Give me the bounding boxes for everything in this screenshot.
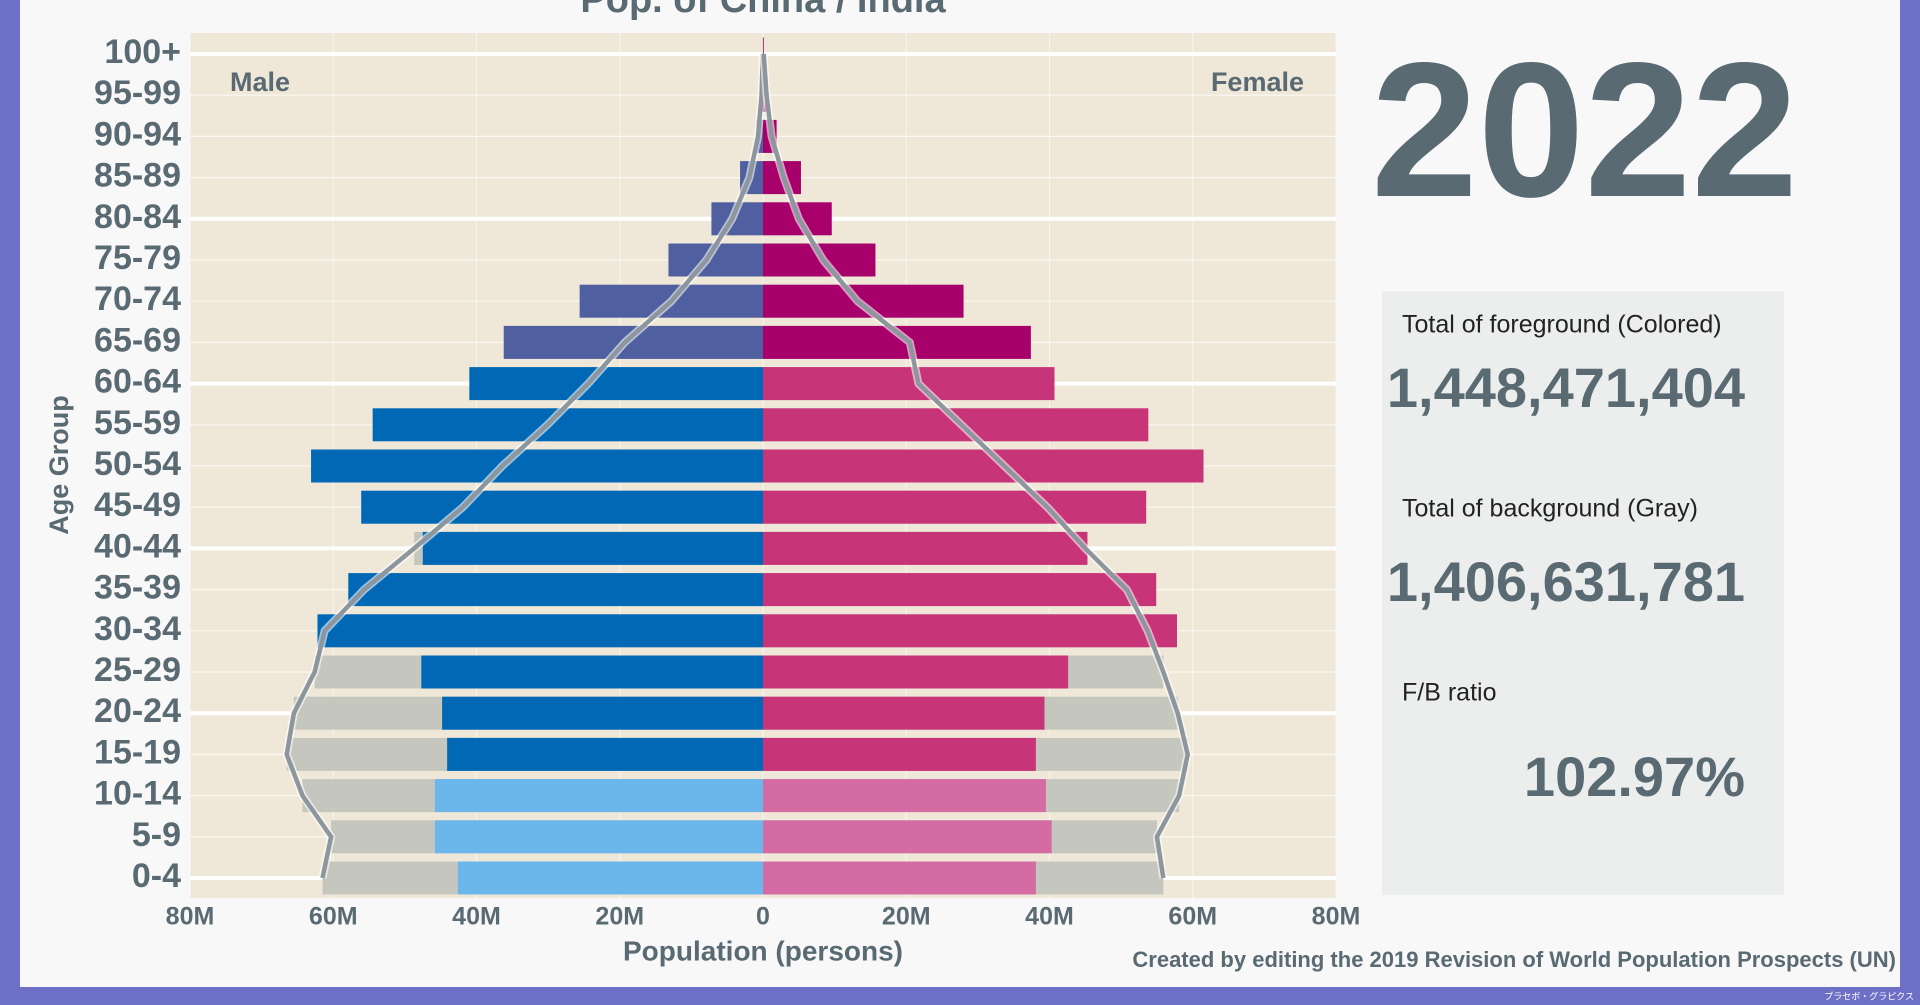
- y-tick-label: 5-9: [132, 816, 181, 854]
- chart-title: Pop. of China / India: [580, 0, 946, 21]
- bar: [763, 861, 1036, 895]
- bar: [442, 696, 763, 730]
- stat-value: 1,406,631,781: [1387, 550, 1745, 613]
- x-tick-label: 60M: [309, 903, 358, 931]
- bar: [763, 779, 1046, 813]
- x-axis-label: Population (persons): [623, 935, 903, 966]
- y-tick-label: 10-14: [94, 775, 181, 813]
- bar: [421, 655, 763, 689]
- y-tick-label: 35-39: [94, 569, 181, 607]
- bar: [361, 490, 763, 524]
- y-tick-label: 45-49: [94, 486, 181, 524]
- bar: [348, 573, 763, 607]
- stat-label: F/B ratio: [1402, 679, 1496, 707]
- stat-label: Total of background (Gray): [1402, 495, 1698, 523]
- bar: [763, 737, 1036, 771]
- y-tick-label: 90-94: [94, 115, 181, 153]
- left-label: Male: [230, 67, 290, 97]
- bar: [763, 696, 1045, 730]
- x-tick-label: 40M: [1025, 903, 1074, 931]
- bar: [763, 573, 1157, 607]
- bar: [763, 37, 764, 71]
- bar: [763, 820, 1052, 854]
- bar: [422, 531, 763, 565]
- y-tick-label: 65-69: [94, 321, 181, 359]
- bar: [311, 449, 763, 483]
- x-tick-label: 20M: [882, 903, 931, 931]
- bar: [447, 737, 763, 771]
- stats-panel: [1382, 291, 1784, 895]
- x-tick-label: 40M: [452, 903, 501, 931]
- y-tick-label: 75-79: [94, 239, 181, 277]
- stat-value: 1,448,471,404: [1387, 356, 1745, 419]
- y-tick-label: 55-59: [94, 404, 181, 442]
- stat-label: Total of foreground (Colored): [1402, 311, 1722, 339]
- credit: Created by editing the 2019 Revision of …: [1132, 947, 1896, 972]
- y-tick-label: 95-99: [94, 74, 181, 112]
- bar: [763, 490, 1147, 524]
- bar: [317, 614, 763, 648]
- background-outline: [284, 53, 766, 879]
- stat-value: 102.97%: [1524, 745, 1745, 808]
- bar: [434, 820, 763, 854]
- y-axis-label: Age Group: [44, 395, 74, 535]
- x-tick-label: 0: [756, 903, 770, 931]
- y-tick-label: 85-89: [94, 157, 181, 195]
- y-tick-label: 100+: [104, 33, 181, 71]
- bar: [469, 367, 763, 401]
- y-tick-label: 40-44: [94, 527, 181, 565]
- background-outline: [761, 53, 1190, 879]
- bar: [763, 367, 1055, 401]
- y-tick-label: 60-64: [94, 363, 181, 401]
- plot: 80M 60M 40M 20M 0 20M 40M 60M 80M: [166, 33, 1361, 931]
- bar: [372, 408, 763, 442]
- y-tick-label: 30-34: [94, 610, 181, 648]
- y-tick-label: 0-4: [132, 857, 181, 895]
- y-tick-label: 15-19: [94, 733, 181, 771]
- bar: [763, 531, 1088, 565]
- x-tick-label: 80M: [1312, 903, 1361, 931]
- y-tick-label: 20-24: [94, 692, 181, 730]
- watermark: プラセボ・グラピクス: [1824, 990, 1914, 1001]
- bar: [457, 861, 763, 895]
- y-tick-label: 70-74: [94, 280, 181, 318]
- y-tick-label: 50-54: [94, 445, 181, 483]
- x-tick-label: 80M: [166, 903, 215, 931]
- bar: [763, 614, 1177, 648]
- bar: [434, 779, 763, 813]
- y-tick-label: 25-29: [94, 651, 181, 689]
- bar: [763, 449, 1204, 483]
- x-tick-label: 60M: [1168, 903, 1217, 931]
- year: 2022: [1371, 22, 1798, 237]
- x-tick-label: 20M: [595, 903, 644, 931]
- right-label: Female: [1211, 67, 1304, 97]
- bar: [763, 655, 1069, 689]
- y-tick-label: 80-84: [94, 198, 181, 236]
